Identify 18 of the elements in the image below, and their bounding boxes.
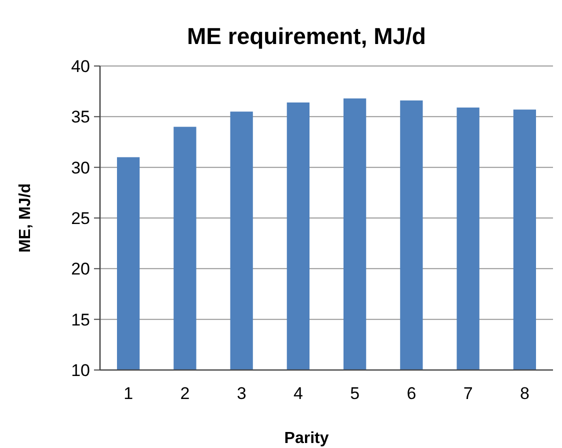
- y-tick-label: 25: [71, 208, 90, 228]
- x-tick-label: 1: [124, 384, 134, 403]
- y-axis-title: ME, MJ/d: [17, 183, 34, 253]
- chart-title: ME requirement, MJ/d: [187, 23, 426, 49]
- y-tick-label: 20: [71, 260, 90, 279]
- y-tick-label: 35: [71, 108, 90, 127]
- x-axis-title: Parity: [284, 430, 329, 447]
- x-tick-label: 3: [236, 384, 246, 403]
- y-tick-label: 10: [71, 360, 90, 380]
- x-tick-label: 7: [463, 384, 473, 403]
- x-tick-label: 6: [406, 384, 416, 403]
- x-tick-label: 2: [180, 384, 190, 403]
- y-tick-label: 40: [71, 56, 90, 76]
- x-tick-label: 5: [350, 384, 360, 403]
- x-tick-label: 4: [293, 384, 303, 403]
- y-tick-label: 15: [71, 310, 90, 330]
- y-tick-label: 30: [71, 158, 90, 178]
- x-tick-label: 8: [520, 384, 530, 403]
